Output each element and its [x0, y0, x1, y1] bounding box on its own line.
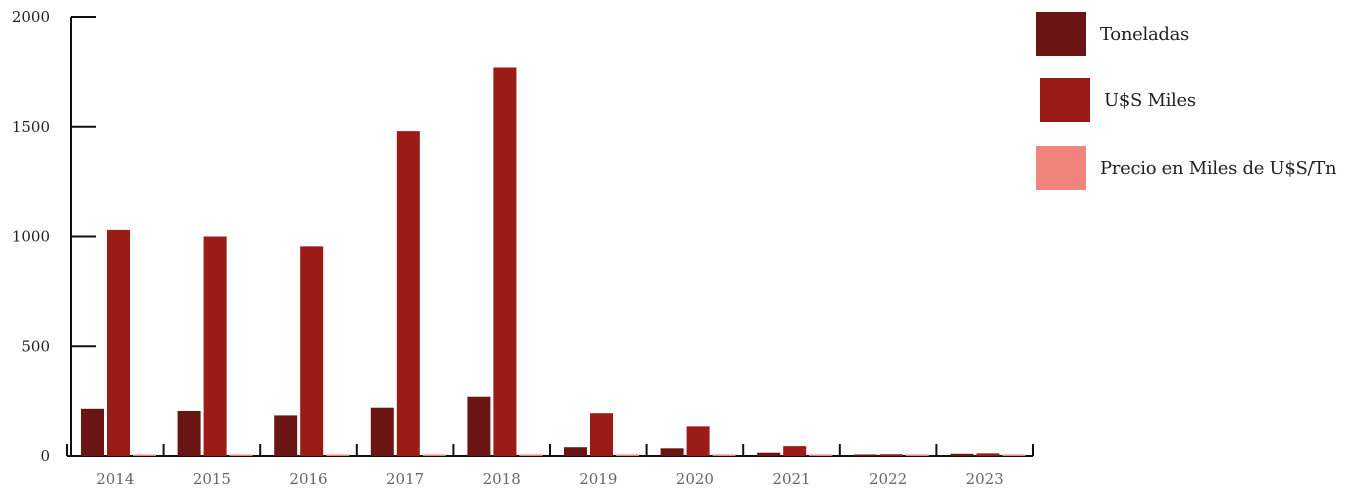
bar-2014-series-2 — [107, 229, 130, 456]
bar-2017-series-1 — [370, 407, 394, 456]
bar-2020-series-3 — [712, 454, 736, 456]
bar-2022-series-3 — [905, 454, 929, 456]
legend-swatch-toneladas — [1036, 12, 1086, 56]
x-tick-label: 2014 — [96, 470, 134, 488]
bar-2022-series-2 — [879, 454, 903, 456]
x-tick-label: 2020 — [676, 470, 714, 488]
x-tick-label: 2017 — [386, 470, 424, 488]
bars — [81, 67, 1026, 457]
bar-2016-series-1 — [274, 415, 298, 456]
bar-2019-series-2 — [590, 413, 613, 456]
y-tick-label: 0 — [40, 447, 50, 465]
bar-2023-series-2 — [976, 453, 1000, 456]
bar-2020-series-2 — [686, 426, 710, 456]
bar-2023-series-1 — [950, 453, 974, 456]
bar-2016-series-3 — [326, 454, 350, 456]
bar-2021-series-3 — [809, 454, 833, 456]
x-tick-label: 2023 — [966, 470, 1004, 488]
legend-swatch-precio — [1036, 146, 1086, 190]
bar-2017-series-3 — [422, 454, 446, 456]
x-tick-label: 2019 — [579, 470, 617, 488]
x-tick-label: 2016 — [289, 470, 327, 488]
bar-2018-series-3 — [519, 454, 543, 456]
bar-2023-series-3 — [1002, 454, 1026, 456]
x-tick-label: 2015 — [193, 470, 231, 488]
bar-2019-series-3 — [616, 454, 639, 456]
legend-swatch-usd-miles — [1040, 78, 1090, 122]
bar-2019-series-1 — [564, 447, 587, 456]
y-tick-label: 2000 — [12, 8, 50, 26]
bar-2020-series-1 — [660, 448, 684, 456]
legend-label-usd-miles: U$S Miles — [1104, 89, 1196, 111]
y-tick-label: 1000 — [12, 228, 50, 246]
legend-label-precio: Precio en Miles de U$S/Tn — [1100, 157, 1337, 179]
bar-2014-series-3 — [133, 454, 156, 456]
x-tick-label: 2021 — [772, 470, 810, 488]
bar-2015-series-1 — [177, 411, 201, 456]
bar-2021-series-2 — [783, 446, 807, 456]
legend-label-toneladas: Toneladas — [1100, 23, 1189, 45]
bar-2018-series-2 — [493, 67, 517, 457]
bar-2016-series-2 — [300, 246, 324, 456]
y-tick-label: 500 — [21, 337, 50, 355]
legend-item-precio: Precio en Miles de U$S/Tn — [1036, 146, 1337, 190]
bar-2018-series-1 — [467, 396, 491, 456]
x-tick-label: 2018 — [483, 470, 521, 488]
bar-2021-series-1 — [757, 452, 781, 456]
x-tick-label: 2022 — [869, 470, 907, 488]
bar-2014-series-1 — [81, 408, 104, 456]
bar-2017-series-2 — [396, 131, 420, 456]
bar-2022-series-1 — [853, 454, 877, 456]
bar-2015-series-3 — [229, 454, 253, 456]
y-tick-label: 1500 — [12, 118, 50, 136]
y-axis: 0 500 1000 1500 2000 — [12, 8, 96, 465]
legend: Toneladas U$S Miles Precio en Miles de U… — [1036, 12, 1366, 192]
legend-item-usd-miles: U$S Miles — [1040, 78, 1196, 122]
legend-item-toneladas: Toneladas — [1036, 12, 1189, 56]
bar-2015-series-2 — [203, 236, 227, 456]
